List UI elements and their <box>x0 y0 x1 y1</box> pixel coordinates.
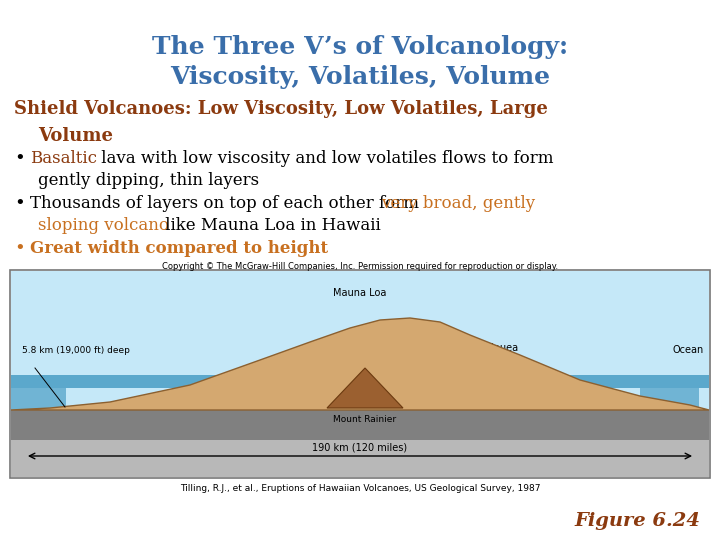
Text: gently dipping, thin layers: gently dipping, thin layers <box>38 172 259 189</box>
Text: sloping volcano: sloping volcano <box>38 217 169 234</box>
Text: Kilauea: Kilauea <box>482 343 518 353</box>
Text: Volume: Volume <box>38 127 113 145</box>
Bar <box>10 270 710 478</box>
Text: like Mauna Loa in Hawaii: like Mauna Loa in Hawaii <box>160 217 381 234</box>
Text: Mauna Loa: Mauna Loa <box>333 288 387 298</box>
Text: The Three V’s of Volcanology:: The Three V’s of Volcanology: <box>152 35 568 59</box>
Text: Shield Volcanoes: Low Viscosity, Low Volatiles, Large: Shield Volcanoes: Low Viscosity, Low Vol… <box>14 100 548 118</box>
Bar <box>11 410 709 440</box>
Text: Mount Rainier: Mount Rainier <box>333 415 397 424</box>
Text: very broad, gently: very broad, gently <box>381 195 535 212</box>
Text: •: • <box>14 240 24 258</box>
Text: 190 km (120 miles): 190 km (120 miles) <box>312 443 408 453</box>
Text: Basaltic: Basaltic <box>30 150 97 167</box>
Text: •: • <box>14 150 24 168</box>
Polygon shape <box>11 318 709 410</box>
Text: Great width compared to height: Great width compared to height <box>30 240 328 257</box>
Text: Tilling, R.J., et al., Eruptions of Hawaiian Volcanoes, US Geological Survey, 19: Tilling, R.J., et al., Eruptions of Hawa… <box>180 484 540 493</box>
Text: lava with low viscosity and low volatiles flows to form: lava with low viscosity and low volatile… <box>96 150 554 167</box>
Text: Viscosity, Volatiles, Volume: Viscosity, Volatiles, Volume <box>170 65 550 89</box>
Bar <box>11 271 709 410</box>
Bar <box>11 375 709 388</box>
Text: •: • <box>14 195 24 213</box>
Text: Copyright © The McGraw-Hill Companies, Inc. Permission required for reproduction: Copyright © The McGraw-Hill Companies, I… <box>162 262 558 271</box>
Text: 5.8 km (19,000 ft) deep: 5.8 km (19,000 ft) deep <box>22 346 130 355</box>
Bar <box>11 440 709 477</box>
Bar <box>11 375 66 410</box>
Polygon shape <box>327 368 403 408</box>
Text: Thousands of layers on top of each other form: Thousands of layers on top of each other… <box>30 195 424 212</box>
Bar <box>640 375 699 410</box>
Text: Ocean: Ocean <box>672 345 703 355</box>
Text: Figure 6.24: Figure 6.24 <box>574 512 700 530</box>
